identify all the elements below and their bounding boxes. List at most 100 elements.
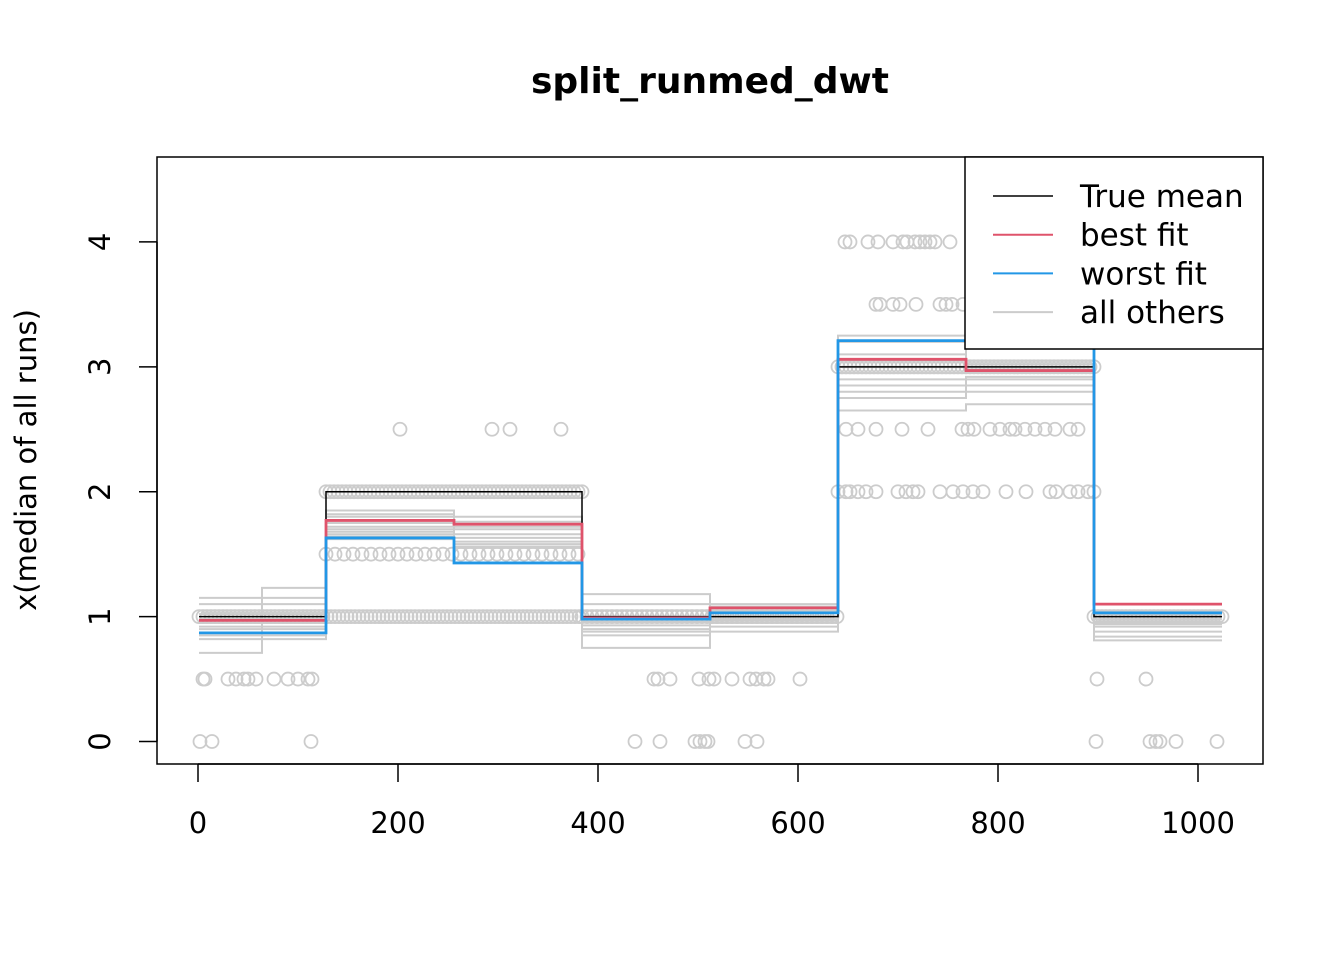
plot-frame [156,156,1264,765]
x-tick-label: 0 [189,806,207,840]
data-point [1047,421,1063,437]
legend-label: best fit [1080,218,1189,254]
data-point [894,421,910,437]
data-point [1062,421,1078,437]
data-point [439,609,455,625]
data-point [479,609,495,625]
other-fit-line [199,334,1222,612]
plot-area [191,234,1230,749]
data-point [892,296,908,312]
data-point [700,734,716,749]
data-point [912,234,928,250]
data-point [447,609,463,625]
data-point [431,609,447,625]
data-point [363,609,379,625]
data-point [495,609,511,625]
data-point [938,296,954,312]
data-point [335,609,351,625]
data-point [1152,734,1168,749]
data-point [543,609,559,625]
data-point [553,421,569,437]
data-point [290,671,306,687]
data-point [837,234,853,250]
data-point [1002,421,1018,437]
data-point [455,609,471,625]
data-point [917,234,933,250]
data-point [1138,671,1154,687]
data-point [487,609,503,625]
data-point [463,609,479,625]
data-point [1027,421,1043,437]
data-point [748,671,764,687]
data-point [1007,421,1023,437]
data-point [391,609,407,625]
x-tick-label: 600 [770,806,825,840]
data-point [907,234,923,250]
data-point [1209,734,1225,749]
data-point [303,734,319,749]
data-point [371,609,387,625]
data-point [652,734,668,749]
data-point [375,609,391,625]
data-point [1148,734,1164,749]
data-point [960,421,976,437]
data-point [327,609,343,625]
data-point [563,609,579,625]
data-point [1048,484,1064,500]
data-point [507,609,523,625]
data-point [197,671,213,687]
data-point [965,484,981,500]
data-point [515,609,531,625]
legend-label: worst fit [1080,256,1207,292]
y-axis-label: x(median of all runs) [9,309,43,611]
data-point [1018,484,1034,500]
data-point [975,484,991,500]
data-point [724,671,740,687]
data-point [531,609,547,625]
data-point [860,234,876,250]
x-tick-label: 400 [570,806,625,840]
data-point [792,671,808,687]
data-point [280,671,296,687]
data-point [905,484,921,500]
data-point [737,734,753,749]
data-point [692,734,708,749]
data-point [347,609,363,625]
data-point [910,484,926,500]
data-point [399,609,415,625]
legend-label: True mean [1079,179,1244,215]
data-point [842,484,858,500]
data-point [1142,734,1158,749]
data-point [850,421,866,437]
data-point [372,546,388,562]
data-point [920,421,936,437]
data-point [411,609,427,625]
other-fit-line [199,340,1222,616]
data-point [435,546,451,562]
data-point [327,546,343,562]
data-point [559,609,575,625]
data-point [998,484,1014,500]
data-point [1070,421,1086,437]
data-point [451,609,467,625]
data-point [627,734,643,749]
data-point [359,609,375,625]
y-tick-label: 4 [83,233,117,251]
data-point [908,296,924,312]
data-point [1037,421,1053,437]
data-point [890,484,906,500]
data-point [403,609,419,625]
data-point [363,546,379,562]
data-point [932,296,948,312]
data-point [336,546,352,562]
legend-box [964,156,1264,350]
data-point [955,484,971,500]
data-point [539,609,555,625]
data-point [343,609,359,625]
data-point [646,671,662,687]
data-point [300,671,316,687]
data-point [331,609,347,625]
y-tick-label: 1 [83,607,117,625]
x-tick-label: 200 [370,806,425,840]
data-point [427,609,443,625]
